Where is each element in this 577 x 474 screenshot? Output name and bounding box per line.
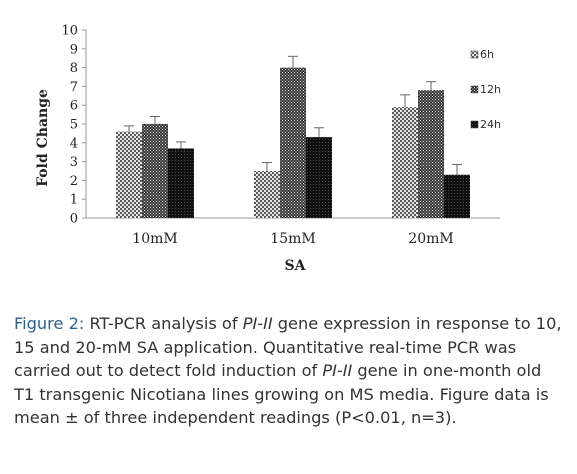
y-tick-label: 0 [70, 212, 78, 227]
gene-name: PI-II [322, 361, 353, 380]
error-bars [124, 55, 462, 175]
bar-24h-20mM [444, 174, 470, 218]
legend-label-24h: 24h [480, 118, 501, 131]
y-tick-label: 6 [70, 99, 78, 114]
gene-name: PI-II [242, 314, 273, 333]
caption-run: RT-PCR analysis of [84, 314, 243, 333]
figure-caption: Figure 2: RT-PCR analysis of PI-II gene … [14, 312, 562, 430]
y-tick-label: 5 [70, 118, 78, 133]
y-axis-title: Fold Change [35, 89, 51, 187]
figure-label: Figure 2: [14, 314, 85, 333]
x-axis-title: SA [285, 258, 307, 274]
bars [116, 67, 470, 218]
y-tick-label: 7 [70, 80, 78, 95]
y-tick-label: 8 [70, 61, 78, 76]
y-tick-label: 2 [70, 174, 78, 189]
bar-6h-15mM [254, 171, 280, 218]
x-tick-label: 15mM [270, 231, 315, 247]
bar-12h-20mM [418, 90, 444, 218]
bar-6h-10mM [116, 131, 142, 218]
caption-text: RT-PCR analysis of PI-II gene expression… [14, 314, 562, 427]
caption-run: gene expression in response to 10, 15 an… [14, 314, 562, 380]
y-tick-label: 10 [61, 24, 78, 39]
bar-6h-20mM [392, 107, 418, 218]
bar-24h-15mM [306, 137, 332, 218]
y-tick-label: 1 [70, 193, 78, 208]
y-tick-label: 9 [70, 42, 78, 57]
bar-12h-15mM [280, 67, 306, 218]
x-tick-label: 10mM [132, 231, 177, 247]
y-tick-label: 4 [70, 136, 78, 151]
legend-label-6h: 6h [480, 48, 494, 61]
y-tick-label: 3 [70, 155, 78, 170]
legend-swatch-12h [470, 85, 479, 94]
bar-12h-10mM [142, 124, 168, 218]
legend-swatch-6h [470, 50, 479, 59]
caption-run: gene in one-month old T1 transgenic Nico… [14, 361, 549, 427]
x-tick-label: 20mM [408, 231, 453, 247]
legend-swatch-24h [470, 120, 479, 129]
bar-chart: 0 1 2 3 4 5 6 7 8 9 10 10mM 15mM 20mM 6h 12h 24h Fold … [35, 24, 501, 275]
legend: 6h 12h 24h [470, 48, 501, 131]
bar-24h-10mM [168, 148, 194, 218]
legend-label-12h: 12h [480, 83, 501, 96]
x-category-labels: 10mM 15mM 20mM [132, 231, 453, 247]
y-tick-labels: 0 1 2 3 4 5 6 7 8 9 10 [61, 24, 86, 227]
